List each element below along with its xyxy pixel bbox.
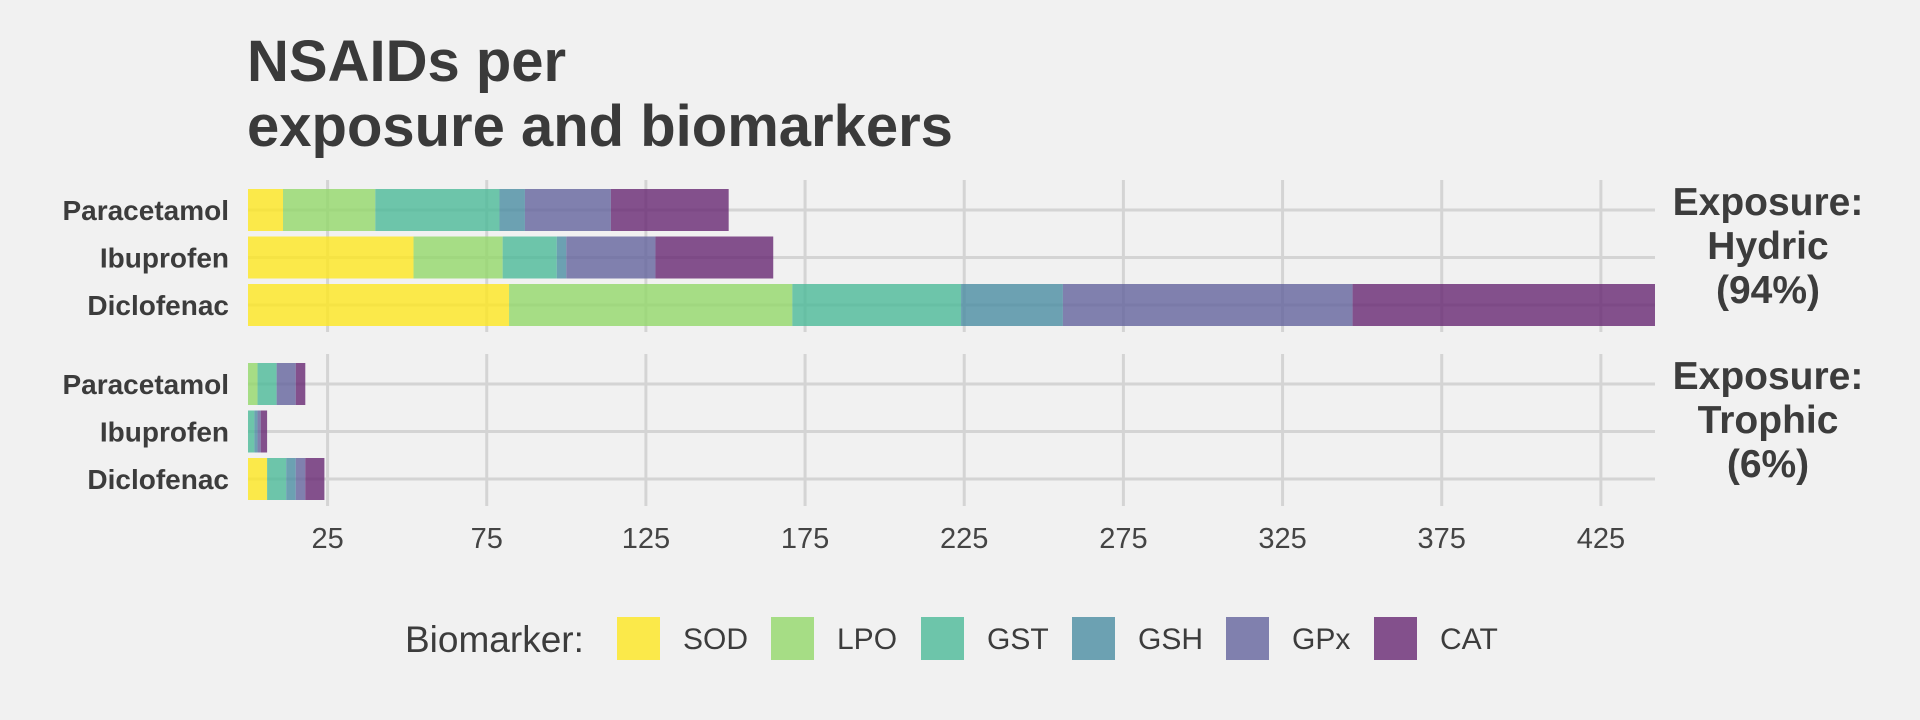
bar-segment-gpx — [524, 189, 611, 231]
bar-segment-gsh — [961, 284, 1063, 326]
x-tick-label: 375 — [1418, 523, 1466, 555]
legend: Biomarker: SOD LPO GST GSH GPx CAT — [405, 617, 1498, 660]
legend-label: GSH — [1138, 623, 1203, 656]
facet-label-line: Exposure: — [1673, 181, 1864, 224]
bar-segment-cat — [260, 410, 268, 453]
legend-item-sod: SOD — [617, 617, 748, 660]
facet-label-line: (94%) — [1716, 269, 1820, 312]
legend-swatch — [617, 617, 660, 660]
bar-segment-cat — [295, 363, 306, 405]
bar-segment-lpo — [283, 189, 376, 231]
x-tick-label: 225 — [940, 523, 988, 555]
x-tick-label: 75 — [471, 523, 503, 555]
bar-segment-sod — [248, 458, 268, 500]
bar-segment-cat — [305, 458, 325, 500]
bar-segment-gst — [792, 284, 962, 326]
legend-item-cat: CAT — [1374, 617, 1498, 660]
legend-label: GPx — [1292, 623, 1350, 656]
x-axis: 25 75 125 175 225 275 325 375 425 — [311, 523, 1625, 555]
x-tick-label: 325 — [1258, 523, 1306, 555]
bar-segment-sod — [248, 236, 414, 279]
facet-label-line: (6%) — [1727, 443, 1809, 486]
bar-segment-sod — [248, 189, 284, 231]
bar-segment-gst — [257, 363, 277, 405]
x-tick-label: 175 — [781, 523, 829, 555]
x-tick-label: 275 — [1099, 523, 1147, 555]
bar-segment-gpx — [295, 458, 306, 500]
legend-label: LPO — [837, 623, 897, 656]
x-tick-label: 125 — [622, 523, 670, 555]
category-label: Paracetamol — [62, 195, 229, 226]
bar-segment-lpo — [248, 363, 258, 405]
title-line-1: NSAIDs per — [247, 29, 566, 94]
legend-swatch — [921, 617, 964, 660]
legend-item-gst: GST — [921, 617, 1049, 660]
legend-swatch — [771, 617, 814, 660]
panel-1: Paracetamol Ibuprofen Diclofenac Exposure:H… — [62, 180, 1863, 332]
chart-title: NSAIDs per exposure and biomarkers — [247, 29, 953, 159]
legend-label: GST — [987, 623, 1049, 656]
bar-segment-lpo — [509, 284, 793, 326]
bar-segment-gst — [502, 236, 557, 279]
legend-item-gsh: GSH — [1072, 617, 1203, 660]
bar-segment-gst — [248, 410, 255, 453]
facet-label-line: Trophic — [1698, 399, 1839, 442]
bar-segment-gsh — [286, 458, 296, 500]
bar-segment-sod — [248, 284, 510, 326]
bar-segment-cat — [610, 189, 729, 231]
category-label: Diclofenac — [87, 464, 229, 495]
facet-label-line: Hydric — [1707, 225, 1828, 268]
bar-segment-gsh — [254, 410, 258, 453]
legend-label: CAT — [1440, 623, 1498, 656]
category-label: Ibuprofen — [100, 417, 229, 448]
category-label: Diclofenac — [87, 290, 229, 321]
legend-swatch — [1072, 617, 1115, 660]
bar-segment-lpo — [413, 236, 503, 279]
bar-segment-gpx — [257, 410, 261, 453]
legend-swatch — [1374, 617, 1417, 660]
bar-segment-gpx — [1062, 284, 1353, 326]
bar-segment-gsh — [499, 189, 525, 231]
bar-segment-gpx — [566, 236, 656, 279]
legend-item-lpo: LPO — [771, 617, 897, 660]
facet-label-line: Exposure: — [1673, 355, 1864, 398]
bar-segment-gst — [267, 458, 287, 500]
bar-segment-cat — [655, 236, 774, 279]
bar-segment-gsh — [556, 236, 567, 279]
bar-segment-gst — [375, 189, 500, 231]
title-line-2: exposure and biomarkers — [247, 94, 953, 159]
legend-label: SOD — [683, 623, 748, 656]
bar-segment-gpx — [276, 363, 296, 405]
legend-item-gpx: GPx — [1226, 617, 1350, 660]
legend-title: Biomarker: — [405, 619, 584, 660]
bar-segment-cat — [1352, 284, 1655, 326]
x-tick-label: 25 — [311, 523, 343, 555]
x-tick-label: 425 — [1577, 523, 1625, 555]
category-label: Paracetamol — [62, 369, 229, 400]
legend-swatch — [1226, 617, 1269, 660]
panel-2: Paracetamol Ibuprofen Diclofenac Exposure:T… — [62, 354, 1863, 506]
category-label: Ibuprofen — [100, 243, 229, 274]
chart-panels: ParacetamolIbuprofenDiclofenacExposure:H… — [62, 180, 1863, 506]
